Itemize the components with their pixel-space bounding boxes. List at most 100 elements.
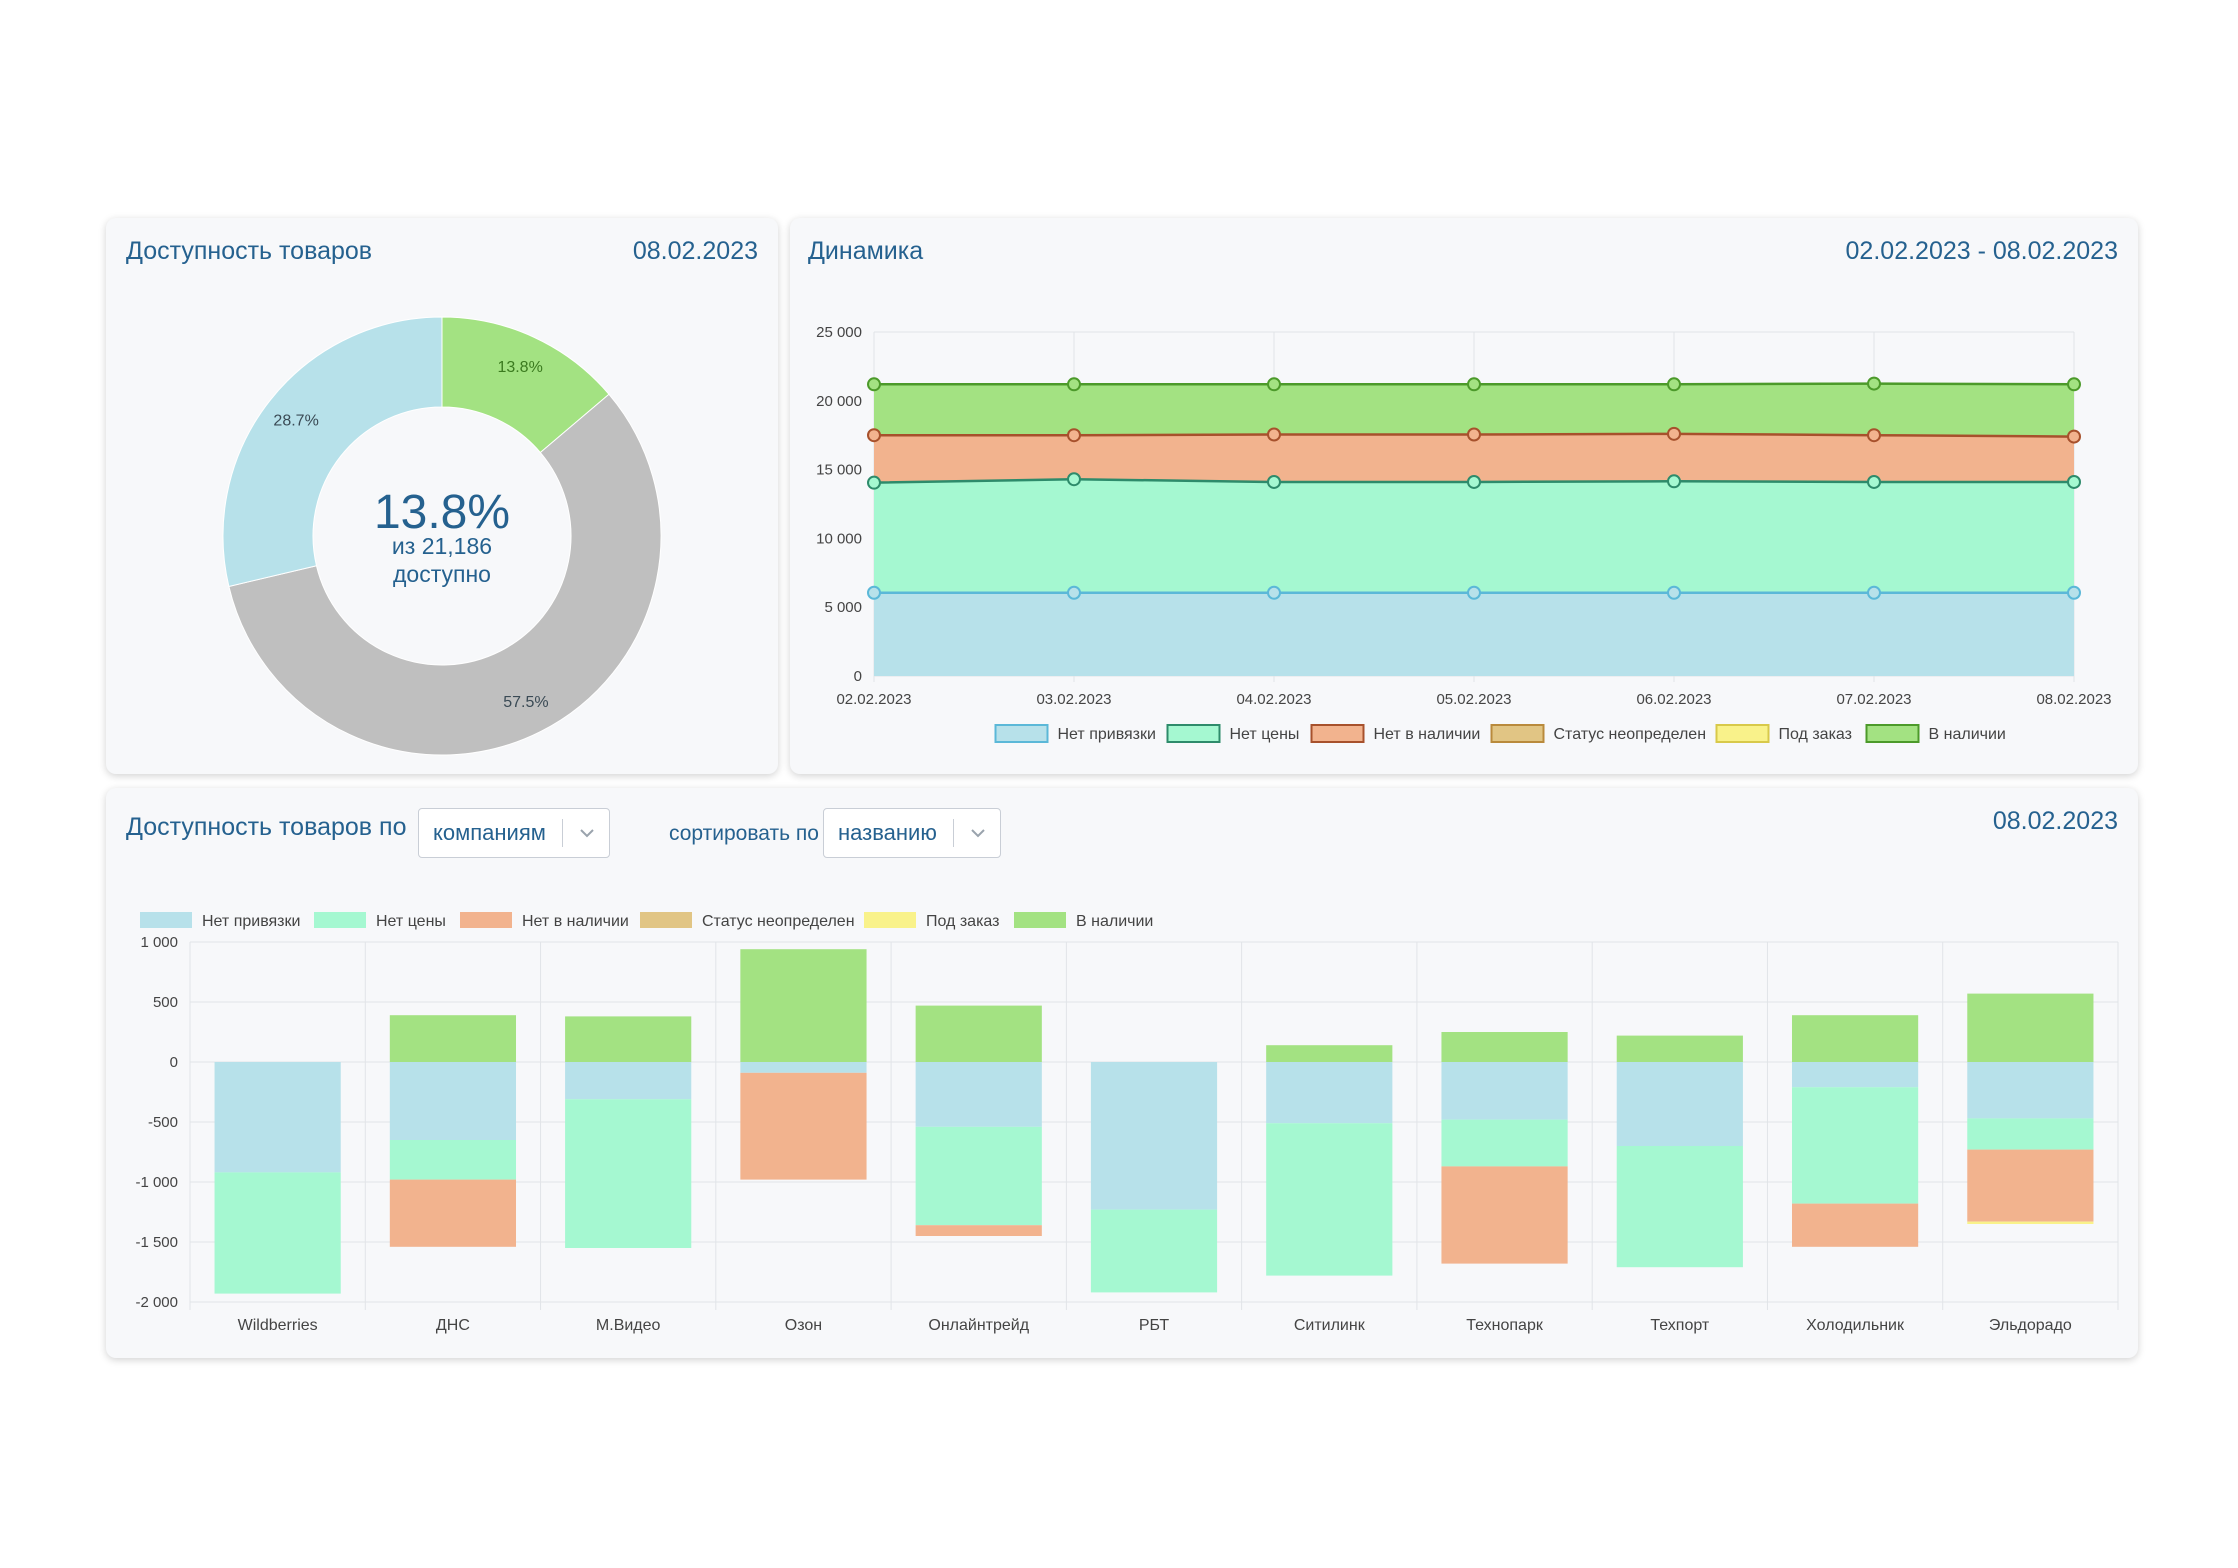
bar-segment [214,1062,341,1173]
x-tick-label: Онлайнтрейд [928,1317,1029,1334]
legend-label: Нет в наличии [522,913,629,930]
data-point [1067,428,1081,443]
y-tick-label: 15 000 [816,462,862,479]
legend-swatch [864,912,916,928]
bar-segment [214,1172,341,1294]
x-tick-label: РБТ [1139,1317,1169,1334]
bar-segment [1616,1062,1743,1146]
legend-label: В наличии [1076,913,1153,930]
bar-segment [1266,1045,1393,1062]
legend-label: Статус неопределен [1554,726,1707,743]
y-tick-label: -500 [148,1114,178,1131]
x-tick-label: 02.02.2023 [836,691,911,708]
chevron-down-icon[interactable] [965,818,991,848]
bar-segment [1090,1062,1218,1210]
data-point [1267,474,1281,489]
y-tick-label: 10 000 [816,530,862,547]
data-point [1267,585,1281,600]
legend-swatch [1014,912,1066,928]
x-tick-label: Технопарк [1466,1317,1544,1334]
x-tick-label: Техпорт [1650,1317,1710,1334]
data-point [1467,585,1481,600]
bar-segment [1967,993,2094,1062]
data-point [2067,585,2081,600]
area-series-5 [874,383,2074,437]
y-tick-label: 5 000 [824,599,862,616]
y-tick-label: 0 [170,1054,178,1071]
bar-segment [565,1016,692,1062]
data-point [2067,474,2081,489]
x-tick-label: Холодильник [1806,1317,1905,1334]
area-series-0 [874,592,2074,676]
area-series-1 [874,479,2074,593]
data-point [1667,426,1681,441]
x-tick-label: ДНС [436,1317,470,1334]
panel-date-range: 02.02.2023 - 08.02.2023 [1845,237,2118,265]
y-tick-label: 25 000 [816,324,862,341]
data-point [1467,377,1481,392]
bar-segment [1967,1221,2094,1224]
donut-center-total: из 21,186 [392,533,492,559]
data-point [1267,377,1281,392]
x-tick-label: Озон [785,1317,822,1334]
legend-label: Статус неопределен [702,913,855,930]
data-point [1467,427,1481,442]
legend-swatch [314,912,366,928]
bar-segment [1441,1062,1568,1120]
group-by-value: компаниям [433,820,546,845]
x-tick-label: 05.02.2023 [1436,691,1511,708]
bar-segment [1791,1203,1919,1247]
bar-segment [1090,1209,1218,1293]
bar-segment [1441,1166,1568,1264]
bar-segment [1791,1015,1919,1062]
bar-segment [1791,1087,1919,1204]
x-tick-label: Эльдорадо [1989,1317,2072,1334]
data-point [1067,377,1081,392]
data-point [2067,377,2081,392]
legend-swatch [1865,724,1920,743]
x-tick-label: Wildberries [238,1317,318,1334]
legend-label: Нет привязки [1058,726,1156,743]
legend-swatch [994,724,1049,743]
donut-center-percent: 13.8% [374,486,510,539]
slice-label: 28.7% [273,413,318,430]
panel-title: Доступность товаров по [126,813,407,841]
data-point [867,475,881,490]
bar-segment [1441,1119,1568,1167]
x-tick-label: 08.02.2023 [2036,691,2111,708]
availability-panel: Доступность товаров 08.02.2023 13.8% 57.5… [106,218,778,774]
sort-by-select[interactable]: названию [823,808,1001,858]
dynamics-area-chart: 0 5 000 10 000 15 000 20 000 25 000 02.02.2023… [816,324,2112,743]
bar-segment [1266,1123,1393,1276]
data-point [1667,585,1681,600]
data-point [1867,376,1881,391]
y-tick-label: -2 000 [135,1294,178,1311]
bar-segment [389,1062,517,1140]
legend-label: Под заказ [1779,726,1852,743]
legend-swatch [460,912,512,928]
y-tick-label: 1 000 [140,934,178,951]
data-point [1267,427,1281,442]
bar-segment [565,1099,692,1248]
legend-label: Нет цены [1230,726,1300,743]
group-by-select[interactable]: компаниям [418,808,610,858]
donut-center-caption: доступно [393,561,491,587]
x-tick-label: 06.02.2023 [1636,691,1711,708]
bar-segment [1441,1032,1568,1062]
bar-segment [915,1126,1042,1226]
data-point [1467,474,1481,489]
bar-segment [1967,1118,2094,1150]
donut-slice [222,316,443,588]
legend-label: Нет цены [376,913,446,930]
legend-swatch [1166,724,1221,743]
y-tick-label: 0 [854,668,862,685]
chevron-down-icon[interactable] [574,818,600,848]
bar-segment [740,949,867,1062]
slice-label: 57.5% [503,694,548,711]
bar-segment [565,1062,692,1100]
data-point [1867,474,1881,489]
data-point [867,585,881,600]
donut-chart: 13.8% 57.5% 28.7% 13.8% из 21,186 доступно [222,316,662,756]
bar-segment [740,1062,867,1073]
data-point [867,377,881,392]
